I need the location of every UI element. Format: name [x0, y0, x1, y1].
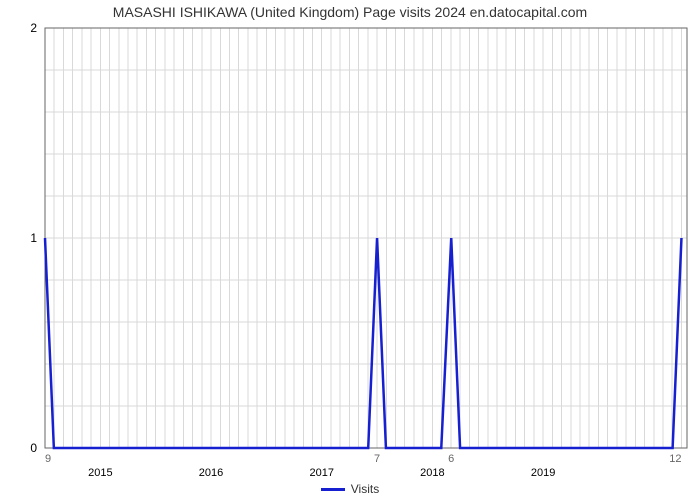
- series-value-label: 9: [45, 453, 51, 465]
- legend-label: Visits: [351, 482, 379, 496]
- y-tick-label: 1: [30, 231, 37, 245]
- series-value-label: 12: [669, 453, 681, 465]
- chart-plot-area: 0122015201620172018201997612: [45, 28, 687, 448]
- legend: Visits: [0, 481, 700, 496]
- x-tick-label: 2019: [531, 467, 555, 479]
- y-tick-label: 0: [30, 441, 37, 455]
- x-tick-label: 2016: [199, 467, 223, 479]
- x-tick-label: 2015: [88, 467, 112, 479]
- y-tick-label: 2: [30, 23, 37, 35]
- chart-title: MASASHI ISHIKAWA (United Kingdom) Page v…: [0, 0, 700, 20]
- series-value-label: 7: [374, 453, 380, 465]
- series-value-label: 6: [448, 453, 454, 465]
- chart-svg: 0122015201620172018201997612: [15, 23, 697, 483]
- legend-swatch: [321, 488, 345, 491]
- x-tick-label: 2018: [420, 467, 444, 479]
- x-tick-label: 2017: [309, 467, 333, 479]
